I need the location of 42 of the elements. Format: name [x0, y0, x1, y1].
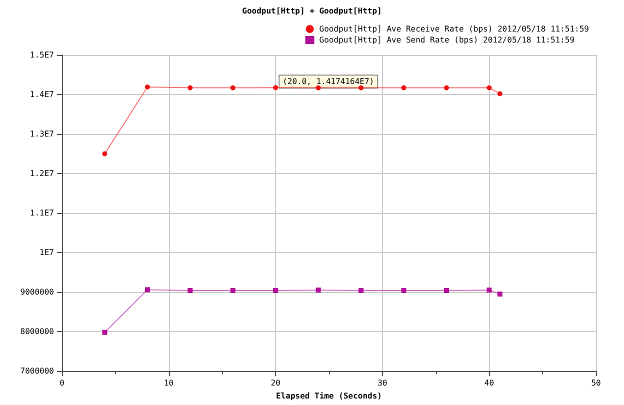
- point: [273, 288, 278, 293]
- y-tick-label: 8000000: [20, 327, 54, 336]
- legend-label: Goodput[Http] Ave Receive Rate (bps) 2012/05/18 11:51:59: [319, 24, 590, 34]
- y-tick-label: 1E7: [40, 248, 54, 258]
- point: [444, 288, 449, 293]
- point: [273, 85, 278, 90]
- y-tick-label: 9000000: [20, 288, 54, 297]
- point: [486, 288, 492, 293]
- x-tick-label: 30: [378, 378, 388, 388]
- point: [102, 330, 108, 335]
- x-tick-label: 50: [591, 378, 601, 388]
- point: [316, 288, 321, 293]
- annotation: (20.0, 1.4174164E7): [282, 77, 374, 86]
- y-tick-label: 1.3E7: [30, 130, 54, 139]
- y-tick-label: 1.4E7: [30, 90, 54, 100]
- point: [230, 85, 236, 90]
- point: [401, 288, 406, 293]
- point: [144, 287, 150, 292]
- point: [358, 85, 364, 90]
- point: [444, 85, 449, 90]
- point: [497, 292, 502, 297]
- point: [230, 288, 236, 293]
- x-axis-title: Elapsed Time (Seconds): [276, 392, 382, 400]
- x-tick-label: 20: [270, 378, 281, 388]
- chart-title: Goodput[Http] + Goodput[Http]: [242, 6, 382, 16]
- y-tick-label: 1.1E7: [30, 208, 54, 218]
- x-tick-label: 40: [484, 378, 494, 388]
- x-tick-label: 0: [60, 378, 65, 388]
- point: [486, 85, 492, 90]
- legend-label: Goodput[Http] Ave Send Rate (bps) 2012/05/18 11:51:59: [319, 36, 575, 44]
- point: [401, 85, 406, 90]
- point: [497, 91, 502, 96]
- y-tick-label: 1.2E7: [30, 169, 54, 178]
- point: [144, 84, 150, 90]
- point: [358, 288, 364, 293]
- y-tick-label: 1.5E7: [30, 50, 54, 60]
- x-tick-label: 10: [164, 378, 174, 388]
- y-tick-label: 7000000: [20, 366, 54, 376]
- point: [102, 151, 108, 156]
- point: [316, 85, 321, 90]
- point: [188, 288, 193, 293]
- point: [188, 85, 193, 90]
